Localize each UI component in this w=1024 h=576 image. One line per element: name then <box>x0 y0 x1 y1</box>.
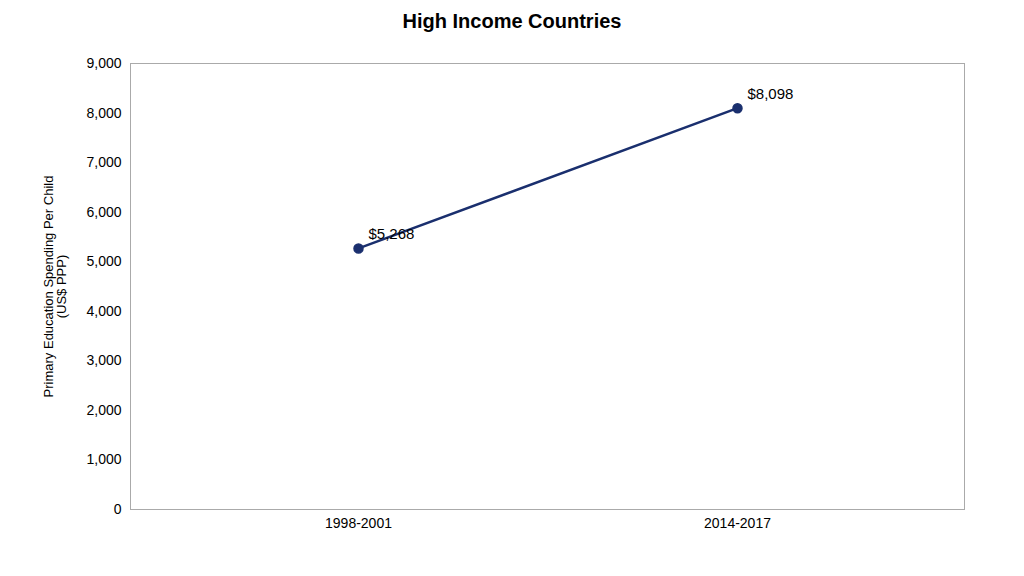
svg-text:Primary Education Spending Per: Primary Education Spending Per Child(US$… <box>41 176 69 398</box>
svg-text:$5,268: $5,268 <box>369 225 415 242</box>
svg-text:1998-2001: 1998-2001 <box>325 515 392 531</box>
svg-text:6,000: 6,000 <box>86 204 121 220</box>
svg-text:4,000: 4,000 <box>86 303 121 319</box>
svg-text:$8,098: $8,098 <box>748 85 794 102</box>
svg-text:9,000: 9,000 <box>86 55 121 71</box>
svg-text:1,000: 1,000 <box>86 451 121 467</box>
svg-text:0: 0 <box>114 501 122 517</box>
html-text:High Income Countries: High Income Countries <box>402 10 622 32</box>
svg-text:8,000: 8,000 <box>86 105 121 121</box>
svg-text:3,000: 3,000 <box>86 352 121 368</box>
svg-text:2014-2017: 2014-2017 <box>704 515 771 531</box>
svg-text:2,000: 2,000 <box>86 402 121 418</box>
svg-text:7,000: 7,000 <box>86 154 121 170</box>
svg-text:5,000: 5,000 <box>86 253 121 269</box>
